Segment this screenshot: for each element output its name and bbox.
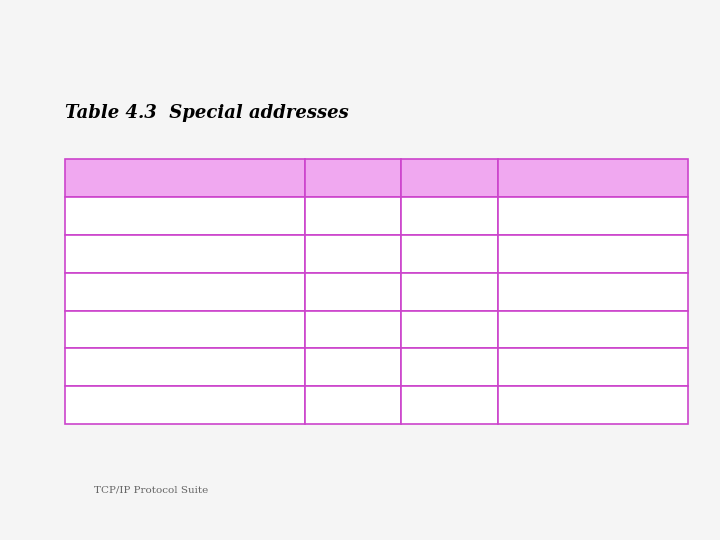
Text: Specific: Specific xyxy=(326,247,379,260)
Text: All 0s: All 0s xyxy=(431,210,468,222)
Text: 127: 127 xyxy=(341,399,366,411)
Text: All 0s: All 0s xyxy=(334,361,372,374)
Text: Destination: Destination xyxy=(554,285,631,298)
Text: Network address: Network address xyxy=(71,210,186,222)
Text: Any: Any xyxy=(436,399,462,411)
Text: This host on this network: This host on this network xyxy=(71,323,259,336)
Text: All 0s: All 0s xyxy=(431,323,468,336)
Text: Destination: Destination xyxy=(554,247,631,260)
Text: All 0s: All 0s xyxy=(334,323,372,336)
Text: Specific host on this network: Specific host on this network xyxy=(71,361,287,374)
Text: Specific: Specific xyxy=(423,361,476,374)
Text: Source or Destination: Source or Destination xyxy=(519,172,667,185)
Text: Destination: Destination xyxy=(554,361,631,374)
Text: All 1s: All 1s xyxy=(431,285,468,298)
Text: Special Address: Special Address xyxy=(131,172,238,185)
Text: All 1s: All 1s xyxy=(334,285,372,298)
Text: All 1s: All 1s xyxy=(431,247,468,260)
Text: Direct broadcast address: Direct broadcast address xyxy=(71,247,240,260)
Text: Limited broadcast address: Limited broadcast address xyxy=(71,285,266,298)
Text: Hostid: Hostid xyxy=(427,172,472,185)
Text: Specific: Specific xyxy=(326,210,379,222)
Text: Netid: Netid xyxy=(334,172,372,185)
Text: Destination: Destination xyxy=(554,399,631,411)
Text: Source: Source xyxy=(569,323,616,336)
Text: Loopback address: Loopback address xyxy=(71,399,192,411)
Text: Table 4.3  Special addresses: Table 4.3 Special addresses xyxy=(65,104,348,122)
Text: None: None xyxy=(575,210,611,222)
Text: TCP/IP Protocol Suite: TCP/IP Protocol Suite xyxy=(94,485,208,494)
